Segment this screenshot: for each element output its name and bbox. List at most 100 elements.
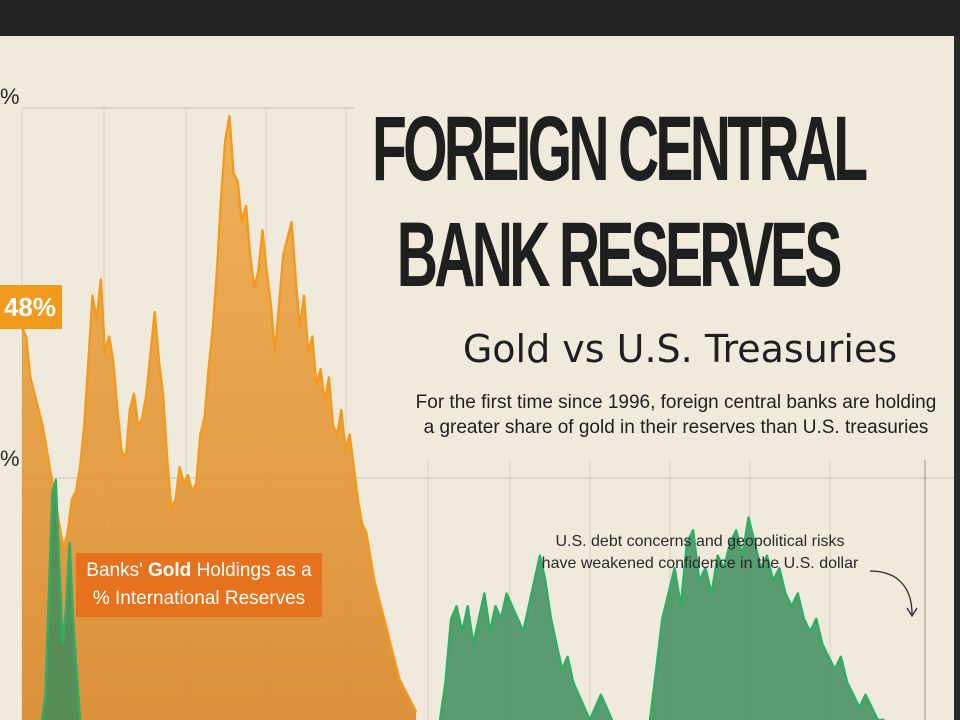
gold-point bbox=[75, 490, 77, 493]
gold-point bbox=[224, 139, 226, 142]
treasury-point bbox=[55, 478, 57, 481]
treasury-point bbox=[72, 618, 74, 620]
gold-point bbox=[112, 360, 114, 362]
gold-point bbox=[324, 401, 326, 403]
gold-point bbox=[199, 433, 202, 436]
gold-point bbox=[282, 254, 285, 256]
treasury-point bbox=[450, 618, 452, 620]
title-line-2: BANK RESERVES bbox=[396, 204, 843, 306]
gold-point bbox=[299, 327, 301, 330]
gold-point bbox=[153, 311, 156, 313]
gold-point bbox=[66, 531, 69, 534]
treasury-area bbox=[440, 555, 612, 720]
treasury-point bbox=[528, 605, 530, 607]
treasury-point bbox=[784, 592, 787, 595]
treasury-point bbox=[704, 567, 707, 569]
gold-point bbox=[50, 474, 52, 477]
treasury-point bbox=[655, 668, 657, 671]
gold-point bbox=[336, 433, 339, 436]
gold-point bbox=[406, 694, 409, 697]
gold-point bbox=[91, 294, 94, 297]
gold-point bbox=[166, 458, 168, 460]
treasury-point bbox=[747, 516, 750, 519]
top-dark-bar bbox=[0, 0, 960, 36]
treasury-point bbox=[692, 529, 694, 532]
treasury-point bbox=[572, 681, 574, 683]
treasury-area bbox=[650, 517, 884, 720]
treasury-point bbox=[494, 605, 497, 607]
gold-point bbox=[216, 270, 218, 273]
gold-point bbox=[294, 278, 297, 281]
page-subtitle: Gold vs U.S. Treasuries bbox=[462, 327, 898, 371]
treasury-point bbox=[803, 618, 805, 620]
treasury-point bbox=[870, 706, 873, 709]
gold-point bbox=[100, 278, 102, 281]
treasury-point bbox=[566, 656, 569, 658]
gold-point bbox=[361, 523, 363, 525]
annotation-arrow bbox=[869, 570, 913, 615]
gold-point bbox=[311, 335, 314, 338]
gold-point bbox=[162, 392, 164, 395]
series-label-bold: Gold bbox=[148, 560, 192, 581]
gold-point bbox=[212, 327, 214, 330]
treasury-point bbox=[58, 567, 61, 569]
treasury-point bbox=[522, 630, 524, 633]
gold-series bbox=[20, 114, 418, 720]
series-label-post: Holdings as a bbox=[191, 560, 312, 581]
treasury-point bbox=[48, 592, 50, 595]
gold-point bbox=[137, 425, 139, 428]
treasury-point bbox=[840, 656, 842, 658]
gold-point bbox=[398, 678, 401, 680]
treasury-point bbox=[735, 529, 737, 532]
gold-point bbox=[307, 352, 310, 354]
annotation-line-1: U.S. debt concerns and geopolitical risk… bbox=[555, 533, 845, 550]
treasury-point bbox=[444, 681, 447, 683]
treasury-point bbox=[852, 693, 854, 696]
gold-point bbox=[328, 376, 330, 379]
treasury-point bbox=[51, 491, 54, 494]
treasury-point bbox=[827, 656, 830, 658]
gold-point bbox=[187, 474, 189, 477]
description: For the first time since 1996, foreign c… bbox=[398, 390, 954, 440]
treasury-point bbox=[673, 567, 676, 569]
gold-point bbox=[33, 392, 36, 395]
treasury-point bbox=[483, 592, 486, 595]
treasury-point bbox=[778, 567, 781, 569]
gold-point bbox=[108, 335, 110, 338]
gold-point bbox=[145, 392, 148, 395]
treasury-point bbox=[44, 693, 47, 696]
treasury-point bbox=[455, 605, 458, 607]
treasury-point bbox=[729, 542, 731, 544]
treasury-point bbox=[68, 542, 71, 544]
treasury-point bbox=[815, 618, 818, 620]
treasury-point bbox=[516, 618, 519, 620]
gold-point bbox=[104, 352, 106, 354]
treasury-point bbox=[680, 605, 682, 607]
gold-point bbox=[382, 613, 384, 615]
gold-point bbox=[62, 547, 65, 550]
treasury-point bbox=[478, 618, 480, 620]
gold-point bbox=[344, 449, 347, 452]
description-line-2: a greater share of gold in their reserve… bbox=[423, 417, 929, 438]
treasury-point bbox=[821, 643, 824, 645]
treasury-point bbox=[600, 693, 602, 696]
treasury-point bbox=[466, 605, 469, 607]
annotation-line-2: have weakened confidence in the U.S. dol… bbox=[541, 555, 859, 572]
treasury-point bbox=[710, 592, 713, 595]
treasury-line bbox=[40, 478, 82, 720]
treasury-point bbox=[61, 643, 64, 645]
gold-point bbox=[303, 294, 305, 297]
gold-series-label: Banks' Gold Holdings as a % Internationa… bbox=[76, 553, 322, 617]
annotation: U.S. debt concerns and geopolitical risk… bbox=[520, 531, 880, 575]
treasury-point bbox=[833, 668, 836, 671]
treasury-point bbox=[846, 681, 848, 683]
gold-point bbox=[253, 286, 256, 289]
gold-point bbox=[332, 425, 334, 428]
gold-point bbox=[365, 531, 368, 534]
gold-point bbox=[257, 270, 260, 273]
treasury-point bbox=[65, 605, 67, 607]
treasury-point bbox=[505, 592, 508, 595]
gold-point bbox=[191, 490, 193, 493]
treasury-point bbox=[766, 554, 768, 557]
gold-point bbox=[394, 662, 397, 664]
